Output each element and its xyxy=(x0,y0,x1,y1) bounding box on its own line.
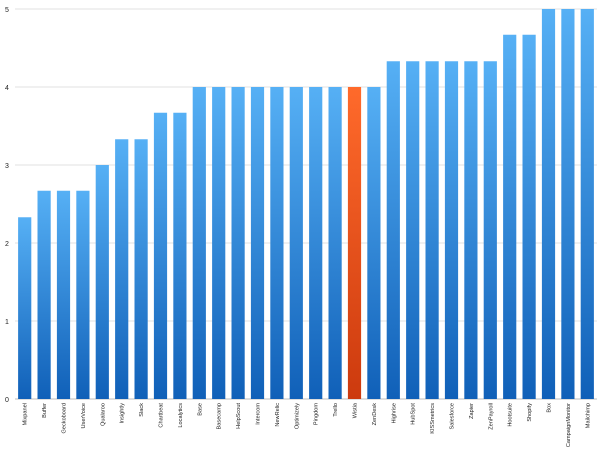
x-tick-label: Zapier xyxy=(469,403,475,419)
x-tick-label: Wistia xyxy=(353,402,359,418)
bar-zenpayroll xyxy=(483,61,497,399)
bar-base xyxy=(192,87,206,399)
x-axis: Mixpanel Buffer Geckoboard UserVoice Qualaro… xyxy=(23,402,592,447)
bar-slack xyxy=(134,139,148,399)
bar-localytics xyxy=(173,112,187,400)
x-tick-label: Box xyxy=(547,403,553,413)
bar-qualaroo xyxy=(95,165,109,399)
y-tick-label: 4 xyxy=(5,85,9,92)
gridlines xyxy=(15,8,597,400)
x-tick-label: ZenPayroll xyxy=(488,403,494,430)
x-tick-label: Base xyxy=(197,403,203,416)
bar-zendesk xyxy=(367,87,381,399)
x-tick-label: Hootsuite xyxy=(508,403,514,427)
y-tick-label: 0 xyxy=(5,397,9,404)
bars xyxy=(18,9,594,400)
x-tick-label: HelpScout xyxy=(236,403,242,429)
x-tick-label: Salesforce xyxy=(450,403,456,429)
y-tick-label: 3 xyxy=(5,163,9,170)
bar-hootsuite xyxy=(503,34,517,400)
x-tick-label: Localytics xyxy=(178,403,184,428)
x-tick-label: Mailchimp xyxy=(585,403,591,428)
bar-mailchimp xyxy=(580,9,594,399)
x-tick-label: Geckoboard xyxy=(62,403,68,433)
x-tick-label: UserVoice xyxy=(81,403,87,429)
y-axis: 0 1 2 3 4 5 xyxy=(5,7,9,404)
bar-uservoice xyxy=(76,190,90,399)
x-tick-label: Pingdom xyxy=(314,403,320,425)
x-tick-label: Mixpanel xyxy=(23,403,29,425)
x-tick-label: HubSpot xyxy=(411,403,417,425)
bar-newrelic xyxy=(270,87,284,399)
bar-mixpanel xyxy=(18,217,32,399)
bar-basecamp xyxy=(212,87,226,399)
bar-insightly xyxy=(115,139,129,399)
bar-zapier xyxy=(464,61,478,399)
x-tick-label: Shopify xyxy=(527,403,533,422)
bar-box xyxy=(541,9,556,399)
bar-chartbeat xyxy=(153,112,168,400)
x-tick-label: ZenDesk xyxy=(372,403,378,426)
x-tick-label: Trello xyxy=(333,403,339,417)
x-tick-label: Buffer xyxy=(42,403,48,418)
bar-pingdom xyxy=(309,87,323,399)
bar-shopify xyxy=(522,34,536,400)
x-tick-label: Intercom xyxy=(256,403,262,425)
bar-geckoboard xyxy=(56,190,71,399)
bar-highrise xyxy=(386,61,400,399)
x-tick-label: NewRelic xyxy=(275,403,281,427)
bar-hubspot xyxy=(406,61,420,399)
x-tick-label: Chartbeat xyxy=(159,403,165,428)
y-tick-label: 5 xyxy=(5,7,9,14)
bar-salesforce xyxy=(444,61,459,399)
y-tick-label: 2 xyxy=(5,241,9,248)
bar-campaignmonitor xyxy=(561,9,575,399)
x-tick-label: Highrise xyxy=(391,403,397,424)
bar-kissmetrics xyxy=(425,61,439,399)
x-tick-label: Basecamp xyxy=(217,403,223,429)
y-tick-label: 1 xyxy=(5,319,9,326)
bar-intercom xyxy=(250,87,265,399)
x-tick-label: KISSmetrics xyxy=(430,403,436,434)
x-tick-label: CampaignMonitor xyxy=(566,403,572,447)
bar-helpscout xyxy=(231,87,245,399)
bar-wistia xyxy=(347,87,362,399)
x-tick-label: Qualaroo xyxy=(100,403,106,426)
x-tick-label: Insightly xyxy=(120,403,126,424)
x-tick-label: Optimizely xyxy=(294,403,300,429)
bar-trello xyxy=(328,87,342,399)
bar-buffer xyxy=(37,190,51,399)
bar-optimizely xyxy=(289,87,303,399)
x-tick-label: Slack xyxy=(139,403,145,417)
